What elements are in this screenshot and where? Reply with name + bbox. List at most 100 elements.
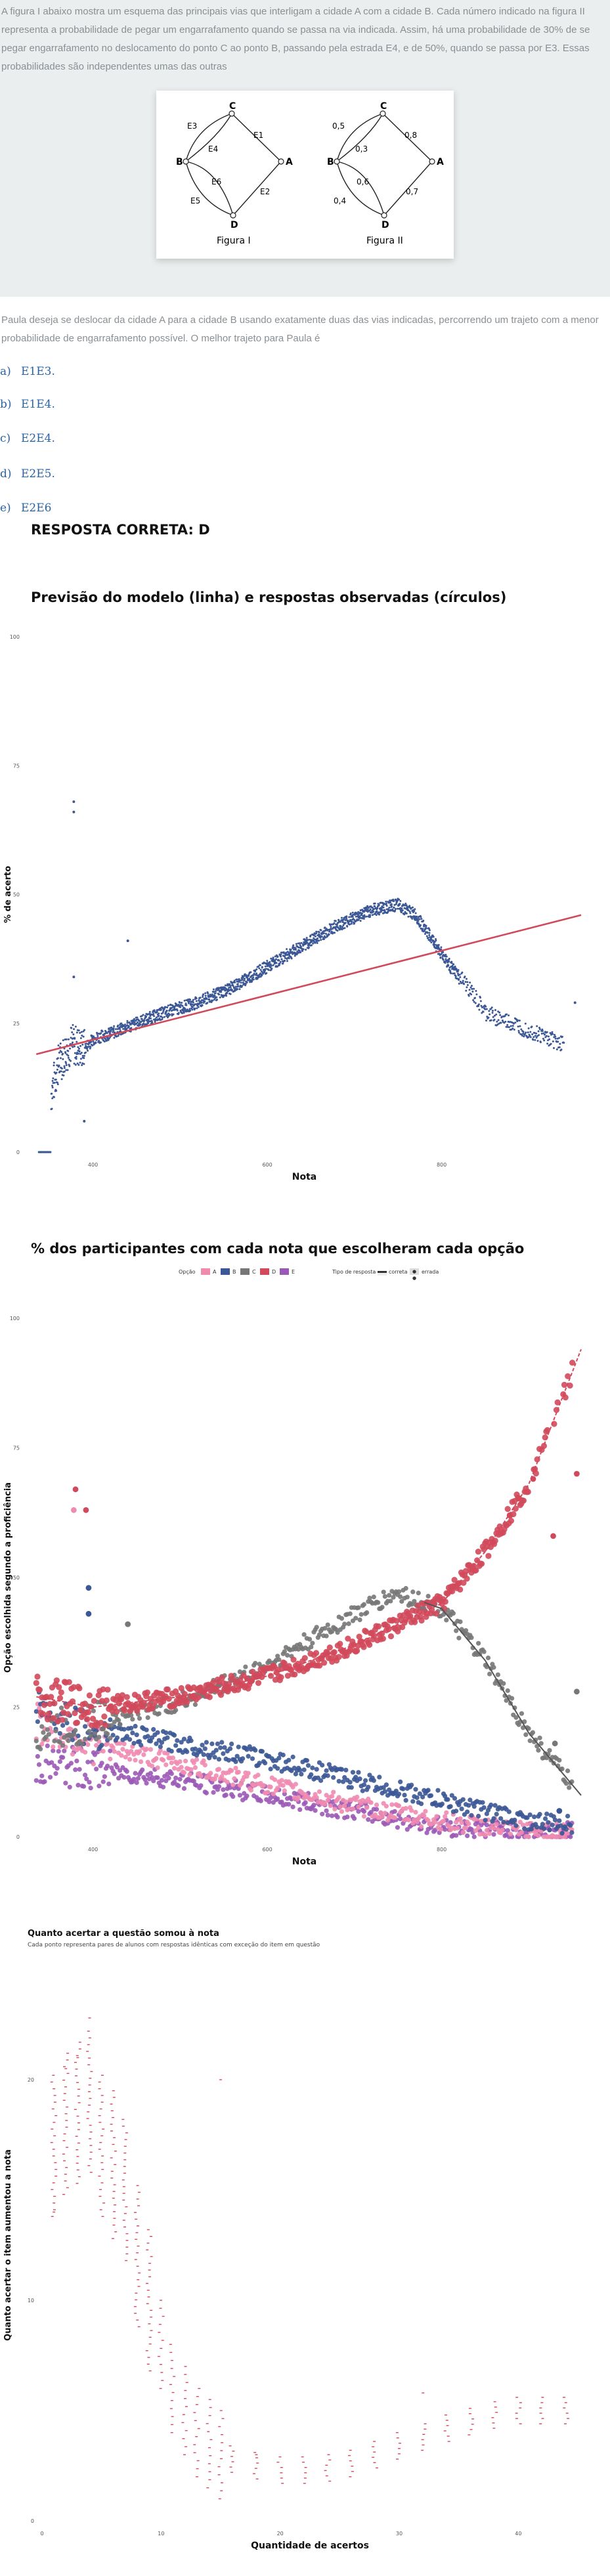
option-point-A [187,1772,192,1777]
observed-point [183,1011,185,1014]
observed-point [307,946,310,949]
observed-point [480,1004,483,1007]
option-point-C [537,1735,542,1740]
option-point-C [72,1732,77,1737]
option-point-D [375,1623,382,1630]
option-point-E [108,1748,113,1753]
option-point-A [438,1826,443,1832]
option-point-A [290,1784,295,1790]
option-point-E [35,1753,40,1759]
option-point-B [165,1735,170,1740]
observed-point [343,918,345,921]
option-point-C [60,1743,66,1748]
observed-point [52,1077,54,1080]
observed-point [259,964,261,966]
option-point-B [133,1723,138,1729]
observed-point [192,1001,194,1004]
prob-label-2: 0,3 [355,144,368,154]
observed-point [554,1037,557,1040]
observed-point [500,1016,503,1018]
observed-point [382,906,385,909]
option-point-A [110,1745,116,1750]
observed-point [466,983,469,986]
option-point-B [569,1830,575,1835]
option-point-D [360,1644,367,1650]
option-point-B [320,1763,325,1768]
observed-point [189,1010,192,1012]
option-point-B [175,1738,180,1744]
legend-errada: errada [422,1269,439,1275]
observed-point [52,1082,54,1084]
observed-point [49,1151,52,1153]
observed-point [403,904,406,907]
option-point-B [454,1809,459,1814]
observed-point [252,978,255,981]
option-d[interactable]: d) E2E5. [0,467,55,481]
option-point-C [38,1746,43,1751]
observed-point [315,930,318,933]
observed-point [211,993,213,996]
option-point-E [505,1828,510,1833]
observed-point [513,1028,515,1031]
observed-point [236,988,239,991]
observed-point [399,903,401,905]
option-point-C [458,1619,463,1624]
option-e[interactable]: e) E2E6 [0,502,51,515]
option-point-A [378,1810,383,1815]
option-point-A [248,1788,253,1793]
option-point-B [185,1749,190,1755]
option-c[interactable]: c) E2E4. [0,432,55,445]
option-point-A [177,1759,183,1765]
option-point-E [73,1767,78,1772]
observed-point [422,928,424,930]
option-point-D [53,1677,60,1684]
option-point-D [104,1686,111,1693]
observed-point [364,916,366,918]
observed-point [539,1041,542,1044]
option-point-B [324,1768,329,1773]
option-point-E [83,1772,88,1778]
option-point-E [303,1800,308,1805]
observed-point [148,1011,151,1014]
observed-point [142,1022,145,1025]
option-b[interactable]: b) E1E4. [0,398,55,411]
observed-point [541,1028,544,1031]
option-point-B [418,1801,424,1807]
observed-point [191,1008,194,1011]
option-point-C [509,1696,515,1701]
observed-point [55,1090,58,1092]
option-point-C [563,1781,569,1786]
observed-point [106,1032,108,1035]
option-point-D [123,1694,130,1700]
option-point-E [36,1762,42,1767]
option-point-B [216,1757,222,1762]
option-point-C [425,1593,431,1599]
node-a2-label: A [437,157,444,167]
observed-point [288,957,290,960]
option-point-E [166,1775,171,1781]
observed-point [471,988,473,991]
option-point-E [204,1790,209,1795]
option-point-A [433,1820,438,1825]
option-point-B [540,1822,545,1827]
observed-point [492,1016,494,1018]
option-point-B [173,1743,179,1748]
option-point-D [91,1698,97,1704]
node-b-label: B [176,157,183,167]
observed-point [395,908,397,911]
option-point-A [380,1814,385,1819]
observed-point [109,1036,112,1039]
question-intro: A figura I abaixo mostra um esquema das … [1,6,590,72]
observed-point [490,1006,493,1009]
option-point-C [495,1672,500,1677]
observed-point [117,1035,120,1037]
option-point-A [163,1762,169,1767]
observed-point [79,1044,82,1047]
option-point-D [51,1700,58,1707]
observed-point [222,996,225,998]
observed-point [496,1020,498,1023]
observed-point [475,990,477,993]
observed-point [357,918,360,921]
option-a[interactable]: a) E1E3. [0,365,55,378]
option-point-A [268,1784,273,1790]
